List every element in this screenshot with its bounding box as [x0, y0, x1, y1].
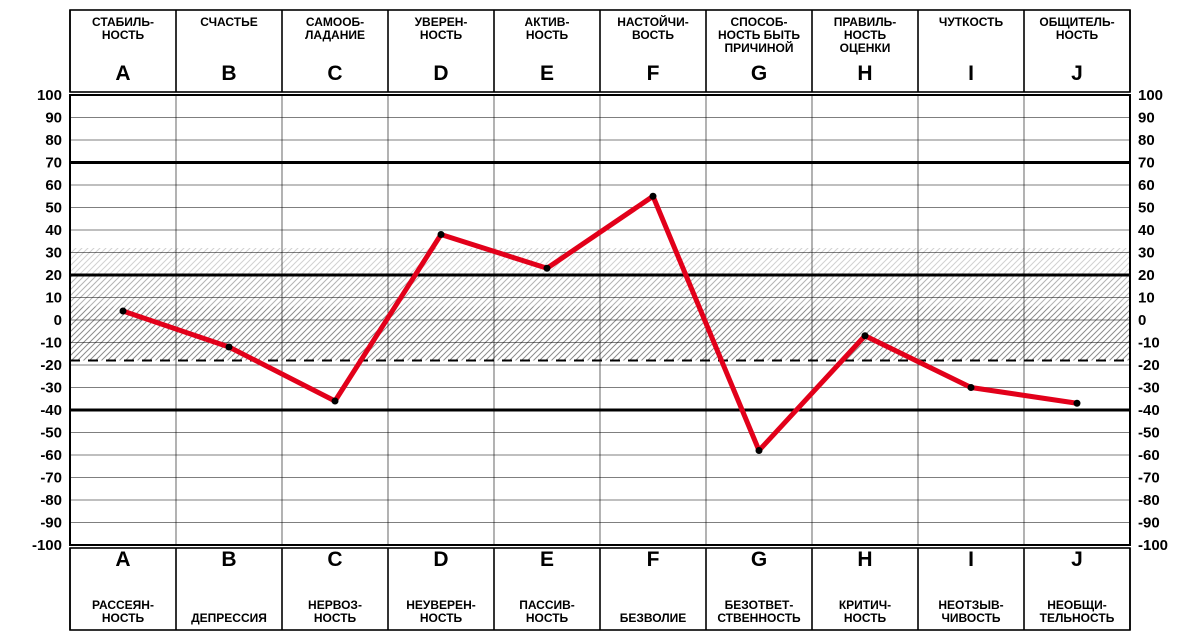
data-marker: [650, 193, 657, 200]
footer-label-bottom: ДЕПРЕССИЯ: [191, 611, 267, 625]
y-axis-label-right: 10: [1138, 290, 1155, 307]
chart-svg: -100-100-90-90-80-80-70-70-60-60-50-50-4…: [0, 0, 1200, 639]
column-letter-bottom: J: [1071, 548, 1083, 571]
footer-label-bottom: НЕОТЗЫВ-ЧИВОСТЬ: [938, 598, 1003, 625]
y-axis-label-left: -50: [40, 425, 62, 442]
column-letter-bottom: C: [327, 548, 342, 571]
y-axis-label-right: 70: [1138, 155, 1155, 172]
y-axis-label-left: 80: [45, 132, 62, 149]
y-axis-label-left: -20: [40, 357, 62, 374]
column-letter-top: J: [1071, 62, 1083, 85]
column-letter-top: E: [540, 62, 554, 85]
column-letter-bottom: D: [433, 548, 448, 571]
y-axis-label-right: -70: [1138, 470, 1160, 487]
footer-label-bottom: НЕРВОЗ-НОСТЬ: [308, 598, 362, 625]
header-label-top: АКТИВ-НОСТЬ: [525, 15, 570, 42]
y-axis-label-left: -70: [40, 470, 62, 487]
column-letter-bottom: E: [540, 548, 554, 571]
y-axis-label-left: 90: [45, 110, 62, 127]
y-axis-label-right: -80: [1138, 492, 1160, 509]
footer-label-bottom: БЕЗОТВЕТ-СТВЕННОСТЬ: [717, 598, 801, 625]
y-axis-label-right: 100: [1138, 87, 1163, 104]
y-axis-label-right: 30: [1138, 245, 1155, 262]
y-axis-label-right: -50: [1138, 425, 1160, 442]
y-axis-label-right: -90: [1138, 515, 1160, 532]
data-marker: [438, 231, 445, 238]
column-letter-top: C: [327, 62, 342, 85]
column-letter-bottom: F: [647, 548, 660, 571]
data-marker: [332, 398, 339, 405]
footer-label-bottom: НЕОБЩИ-ТЕЛЬНОСТЬ: [1040, 598, 1115, 625]
y-axis-label-right: 50: [1138, 200, 1155, 217]
y-axis-label-right: -100: [1138, 537, 1168, 554]
data-marker: [756, 447, 763, 454]
y-axis-label-right: -20: [1138, 357, 1160, 374]
data-marker: [968, 384, 975, 391]
column-letter-top: F: [647, 62, 660, 85]
column-letter-bottom: B: [221, 548, 236, 571]
y-axis-label-left: -80: [40, 492, 62, 509]
data-marker: [120, 308, 127, 315]
header-label-top: СЧАСТЬЕ: [200, 15, 258, 29]
data-marker: [862, 332, 869, 339]
y-axis-label-right: 20: [1138, 267, 1155, 284]
column-letter-bottom: I: [968, 548, 974, 571]
y-axis-label-right: 0: [1138, 312, 1146, 329]
footer-label-bottom: БЕЗВОЛИЕ: [620, 611, 687, 625]
y-axis-label-right: -10: [1138, 335, 1160, 352]
oca-chart: -100-100-90-90-80-80-70-70-60-60-50-50-4…: [0, 0, 1200, 639]
y-axis-label-left: -40: [40, 402, 62, 419]
column-letter-top: A: [115, 62, 130, 85]
data-marker: [1074, 400, 1081, 407]
y-axis-label-left: 20: [45, 267, 62, 284]
column-letter-top: I: [968, 62, 974, 85]
y-axis-label-right: 90: [1138, 110, 1155, 127]
y-axis-label-left: 0: [54, 312, 62, 329]
y-axis-label-left: -10: [40, 335, 62, 352]
y-axis-label-left: 30: [45, 245, 62, 262]
column-letter-bottom: H: [857, 548, 872, 571]
y-axis-label-left: -100: [32, 537, 62, 554]
y-axis-label-left: -30: [40, 380, 62, 397]
column-letter-top: D: [433, 62, 448, 85]
header-label-top: ЧУТКОСТЬ: [939, 15, 1004, 29]
y-axis-label-left: 100: [37, 87, 62, 104]
y-axis-label-left: -60: [40, 447, 62, 464]
column-letter-top: G: [751, 62, 767, 85]
y-axis-label-left: 10: [45, 290, 62, 307]
y-axis-label-left: 40: [45, 222, 62, 239]
y-axis-label-right: 80: [1138, 132, 1155, 149]
y-axis-label-left: 70: [45, 155, 62, 172]
y-axis-label-left: -90: [40, 515, 62, 532]
y-axis-label-right: -40: [1138, 402, 1160, 419]
y-axis-label-right: -30: [1138, 380, 1160, 397]
column-letter-top: H: [857, 62, 872, 85]
header-label-top: УВЕРЕН-НОСТЬ: [415, 15, 468, 42]
y-axis-label-left: 50: [45, 200, 62, 217]
data-marker: [226, 344, 233, 351]
y-axis-label-left: 60: [45, 177, 62, 194]
y-axis-label-right: 60: [1138, 177, 1155, 194]
y-axis-label-right: -60: [1138, 447, 1160, 464]
column-letter-bottom: G: [751, 548, 767, 571]
footer-label-bottom: КРИТИЧ-НОСТЬ: [839, 598, 891, 625]
footer-label-bottom: ПАССИВ-НОСТЬ: [519, 598, 575, 625]
y-axis-label-right: 40: [1138, 222, 1155, 239]
column-letter-top: B: [221, 62, 236, 85]
column-letter-bottom: A: [115, 548, 130, 571]
header-label-top: САМООБ-ЛАДАНИЕ: [305, 15, 365, 42]
data-marker: [544, 265, 551, 272]
